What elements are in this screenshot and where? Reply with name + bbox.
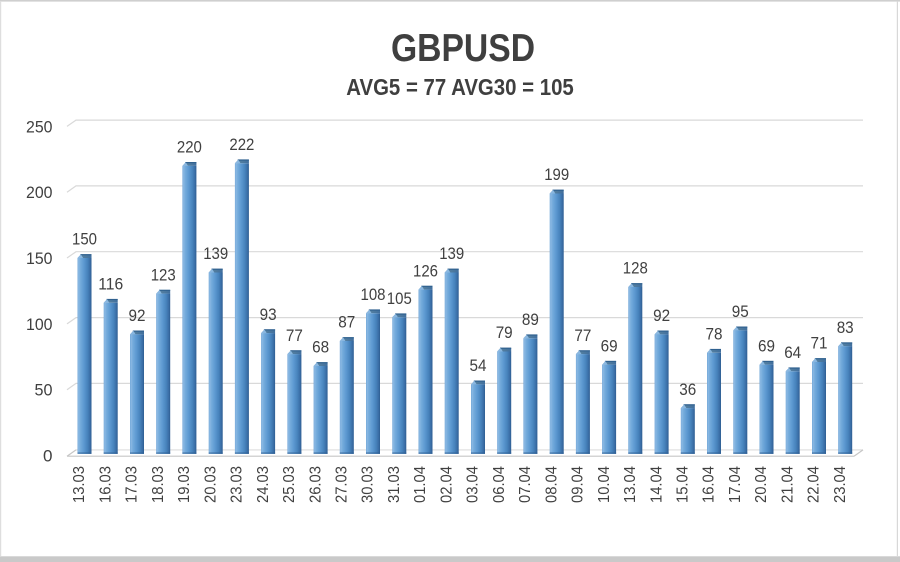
svg-text:21.04: 21.04	[779, 466, 796, 503]
svg-text:17.04: 17.04	[727, 466, 744, 503]
svg-text:02.04: 02.04	[438, 466, 455, 503]
svg-text:36: 36	[679, 380, 696, 399]
svg-text:71: 71	[811, 334, 828, 353]
svg-text:AVG5 = 77 AVG30 = 105: AVG5 = 77 AVG30 = 105	[346, 74, 573, 101]
svg-text:200: 200	[26, 183, 53, 202]
svg-text:220: 220	[177, 138, 202, 157]
svg-text:13.03: 13.03	[71, 466, 88, 503]
svg-text:15.04: 15.04	[674, 466, 691, 503]
svg-text:16.03: 16.03	[97, 466, 114, 503]
svg-text:09.04: 09.04	[570, 466, 587, 503]
svg-text:06.04: 06.04	[491, 466, 508, 503]
svg-text:123: 123	[151, 265, 176, 284]
svg-text:16.04: 16.04	[701, 466, 718, 503]
svg-text:19.03: 19.03	[176, 466, 193, 503]
svg-text:31.03: 31.03	[386, 466, 403, 503]
svg-text:69: 69	[601, 336, 618, 355]
svg-text:0: 0	[43, 447, 53, 466]
svg-text:128: 128	[623, 259, 648, 278]
svg-text:GBPUSD: GBPUSD	[391, 26, 535, 70]
svg-text:139: 139	[203, 244, 228, 263]
svg-text:07.04: 07.04	[517, 466, 534, 503]
svg-text:100: 100	[26, 315, 53, 334]
svg-text:22.04: 22.04	[806, 466, 823, 503]
svg-text:92: 92	[129, 306, 146, 325]
svg-text:68: 68	[312, 338, 329, 357]
svg-text:222: 222	[229, 135, 254, 154]
svg-text:08.04: 08.04	[543, 466, 560, 503]
svg-text:20.03: 20.03	[202, 466, 219, 503]
svg-text:139: 139	[439, 244, 464, 263]
svg-text:105: 105	[387, 289, 412, 308]
svg-text:03.04: 03.04	[465, 466, 482, 503]
svg-text:83: 83	[837, 318, 854, 337]
svg-text:01.04: 01.04	[412, 466, 429, 503]
svg-text:79: 79	[496, 323, 513, 342]
svg-text:18.03: 18.03	[150, 466, 167, 503]
svg-text:27.03: 27.03	[333, 466, 350, 503]
svg-text:25.03: 25.03	[281, 466, 298, 503]
svg-text:116: 116	[98, 275, 123, 294]
svg-text:77: 77	[574, 326, 591, 345]
svg-text:93: 93	[260, 305, 277, 324]
svg-text:10.04: 10.04	[596, 466, 613, 503]
svg-text:108: 108	[361, 285, 386, 304]
svg-text:24.03: 24.03	[255, 466, 272, 503]
svg-text:23.03: 23.03	[229, 466, 246, 503]
svg-text:17.03: 17.03	[124, 466, 141, 503]
svg-text:77: 77	[286, 326, 303, 345]
svg-text:150: 150	[72, 230, 97, 249]
svg-text:23.04: 23.04	[832, 466, 849, 503]
svg-text:126: 126	[413, 261, 438, 280]
svg-text:150: 150	[26, 249, 53, 268]
svg-text:20.04: 20.04	[753, 466, 770, 503]
svg-text:64: 64	[784, 343, 801, 362]
svg-text:26.03: 26.03	[307, 466, 324, 503]
svg-text:89: 89	[522, 310, 539, 329]
svg-text:13.04: 13.04	[622, 466, 639, 503]
svg-text:250: 250	[26, 117, 53, 136]
svg-text:30.03: 30.03	[360, 466, 377, 503]
svg-text:95: 95	[732, 302, 749, 321]
svg-text:92: 92	[653, 306, 670, 325]
svg-text:87: 87	[338, 313, 355, 332]
svg-text:14.04: 14.04	[648, 466, 665, 503]
svg-text:69: 69	[758, 336, 775, 355]
svg-text:78: 78	[706, 325, 723, 344]
svg-text:54: 54	[470, 356, 487, 375]
svg-text:50: 50	[35, 381, 53, 400]
svg-text:199: 199	[544, 165, 569, 184]
